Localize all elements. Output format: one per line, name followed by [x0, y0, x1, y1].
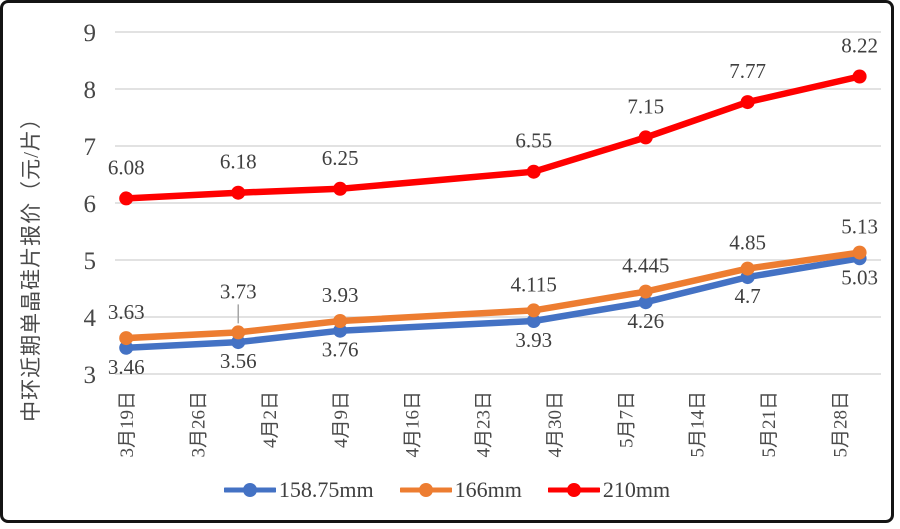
x-tick-label: 5月7日 [616, 391, 637, 448]
data-point-marker [333, 181, 348, 196]
series-210mm: 6.08 6.18 6.25 6.55 7.15 7.77 8.22 [108, 34, 878, 206]
legend-label: 166mm [454, 477, 522, 502]
data-point-label: 3.46 [108, 355, 145, 379]
data-point-label: 5.03 [841, 265, 878, 289]
data-point-label: 8.22 [841, 34, 878, 58]
data-point-marker [119, 191, 134, 206]
legend-label: 210mm [602, 477, 671, 502]
legend-marker-icon [547, 483, 600, 497]
data-point-label: 6.25 [322, 146, 359, 170]
data-point-label: 7.77 [729, 59, 766, 83]
legend-marker-icon [223, 483, 276, 497]
data-point-label: 6.18 [220, 150, 257, 174]
data-point-marker [638, 284, 653, 299]
legend-label: 158.75mm [278, 477, 374, 502]
data-point-label: 4.445 [622, 254, 669, 278]
y-tick-label: 9 [84, 20, 97, 47]
data-point-marker [740, 261, 755, 276]
x-tick-label: 5月21日 [759, 391, 780, 458]
data-point-label: 4.26 [627, 309, 664, 333]
x-tick-label: 3月19日 [117, 391, 138, 458]
x-tick-label: 3月26日 [188, 391, 209, 458]
data-point-marker [638, 295, 653, 310]
legend-marker-icon [399, 483, 452, 497]
series-158.75mm: 3.46 3.56 3.76 3.93 4.26 4.7 5.03 [108, 251, 878, 379]
y-tick-label: 4 [84, 305, 97, 332]
data-point-label: 5.13 [841, 215, 878, 239]
data-point-label: 4.7 [734, 284, 760, 308]
y-tick-labels: 9 8 7 6 5 4 3 [84, 20, 97, 389]
legend: 158.75mm 166mm 210mm [3, 477, 891, 503]
data-point-marker [526, 314, 541, 328]
series-line [122, 73, 863, 202]
data-point-marker [119, 340, 134, 355]
data-point-label: 6.08 [108, 155, 145, 179]
data-point-marker [526, 303, 541, 318]
data-point-marker [852, 245, 867, 260]
data-point-marker [231, 325, 246, 340]
data-point-label: 6.55 [515, 129, 552, 153]
data-point-marker [740, 95, 755, 110]
y-tick-label: 6 [84, 191, 97, 218]
data-point-label: 3.56 [220, 349, 257, 373]
data-point-label: 4.85 [729, 231, 766, 255]
x-tick-label: 4月16日 [402, 391, 423, 458]
y-tick-label: 3 [84, 362, 97, 389]
legend-item-158.75mm: 158.75mm [223, 477, 374, 503]
y-tick-label: 7 [84, 134, 97, 161]
x-tick-label: 4月9日 [331, 391, 352, 448]
x-tick-label: 4月23日 [474, 391, 495, 458]
data-point-marker [231, 185, 246, 200]
data-point-marker [333, 323, 348, 338]
data-point-label: 3.73 [220, 279, 257, 303]
x-tick-labels: 3月19日 3月26日 4月2日 4月9日 4月16日 4月23日 4月30日 5月7日 5月1… [117, 391, 851, 458]
data-point-label: 3.93 [515, 328, 552, 352]
legend-item-210mm: 210mm [547, 477, 671, 503]
legend-item-166mm: 166mm [399, 477, 522, 503]
series-166mm: 3.63 3.73 3.93 4.115 4.445 4.85 5.13 [108, 215, 878, 346]
data-point-marker [231, 335, 246, 350]
data-point-marker [333, 314, 348, 328]
x-tick-label: 4月30日 [545, 391, 566, 458]
data-point-marker [638, 130, 653, 145]
data-point-marker [852, 69, 867, 84]
data-point-label: 3.76 [322, 338, 359, 362]
data-point-label: 7.15 [627, 94, 664, 118]
x-tick-label: 5月14日 [688, 391, 709, 458]
x-tick-label: 5月28日 [830, 391, 851, 458]
gridlines [115, 31, 881, 375]
data-point-label: 4.115 [510, 272, 556, 296]
line-chart-plot-area: 9 8 7 6 5 4 3 3月19日 3月26日 4月2日 4月9日 4月16日 4月23日 4月30日… [84, 20, 881, 458]
data-point-marker [526, 164, 541, 179]
y-tick-label: 8 [84, 77, 97, 104]
data-point-label: 3.93 [322, 283, 359, 307]
data-point-marker [119, 331, 134, 346]
y-tick-label: 5 [84, 248, 97, 275]
data-point-label: 3.63 [108, 300, 145, 324]
x-tick-label: 4月2日 [260, 391, 281, 448]
